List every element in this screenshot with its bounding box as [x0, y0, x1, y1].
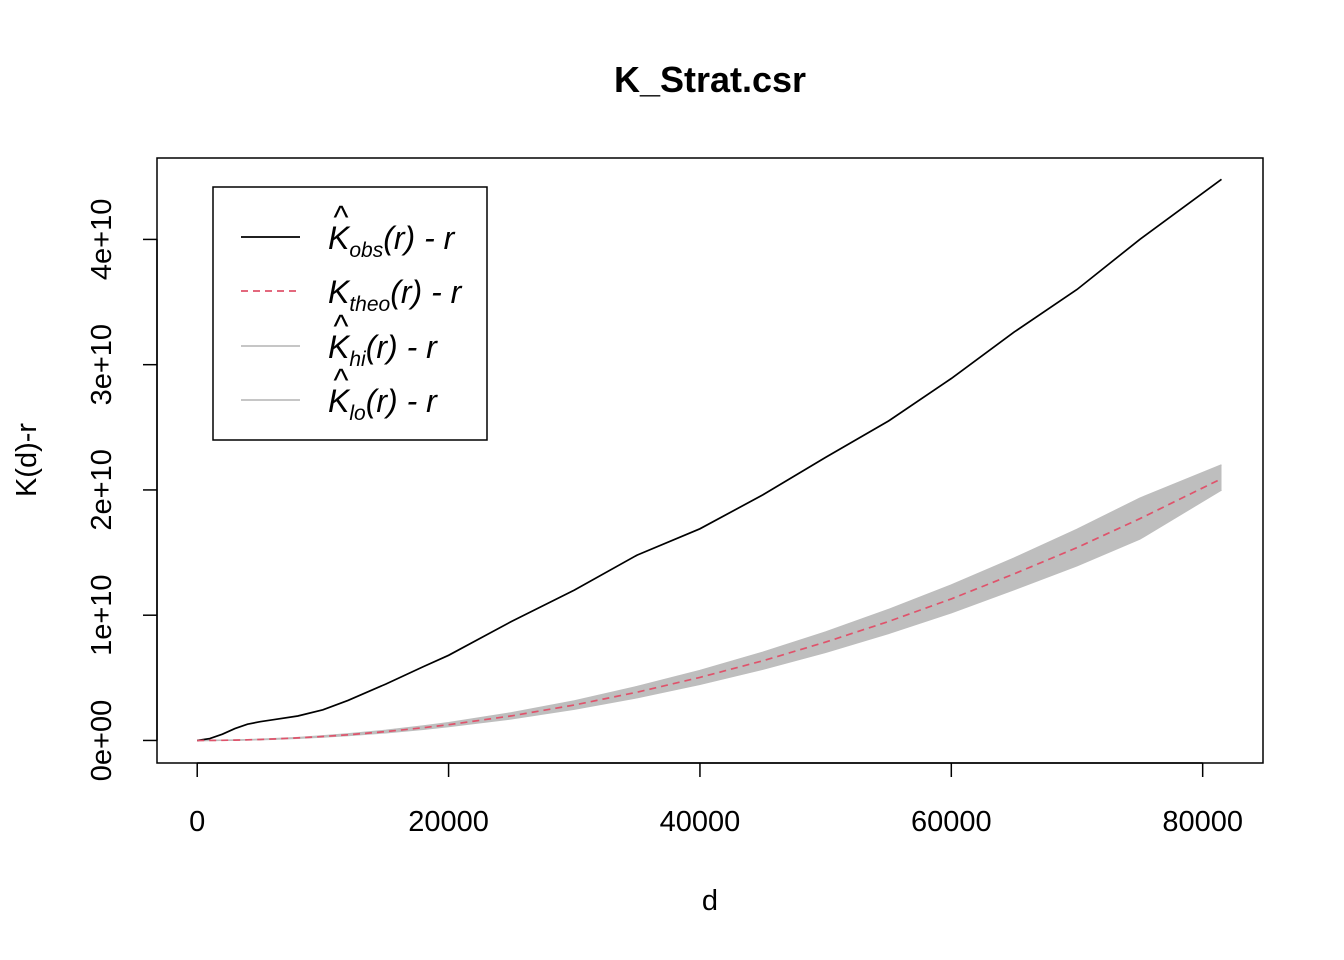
x-tick-label: 60000	[911, 806, 992, 838]
x-tick-label: 0	[189, 806, 205, 838]
y-axis: 0e+00 1e+10 2e+10 3e+10 4e+10	[86, 199, 158, 781]
legend-label-hi: Khi(r) - r	[328, 329, 438, 371]
chart-title: K_Strat.csr	[614, 59, 806, 100]
x-axis-label: d	[702, 885, 718, 917]
y-tick-label: 4e+10	[86, 199, 118, 280]
x-tick-label: 40000	[660, 806, 741, 838]
legend-hat-hi: ^	[333, 308, 349, 344]
series-line-k-lo	[197, 489, 1222, 742]
legend-hat-lo: ^	[333, 362, 349, 398]
series-line-theo	[197, 477, 1222, 742]
x-tick-label: 80000	[1162, 806, 1243, 838]
y-tick-label: 2e+10	[86, 449, 118, 530]
legend-label-lo: Klo(r) - r	[328, 383, 438, 425]
x-axis: 0 20000 40000 60000 80000	[189, 762, 1243, 838]
legend-hat-obs: ^	[333, 199, 349, 235]
series-layer	[197, 178, 1223, 742]
y-tick-label: 3e+10	[86, 324, 118, 405]
y-axis-label: K(d)-r	[11, 423, 43, 497]
legend-label-obs: Kobs(r) - r	[328, 220, 456, 262]
y-tick-label: 1e+10	[86, 574, 118, 655]
legend-label-theo: Ktheo(r) - r	[328, 274, 463, 316]
legend-box	[212, 186, 488, 441]
y-tick-label: 0e+00	[86, 700, 118, 781]
x-tick-label: 20000	[408, 806, 489, 838]
series-line-obs	[197, 178, 1223, 742]
